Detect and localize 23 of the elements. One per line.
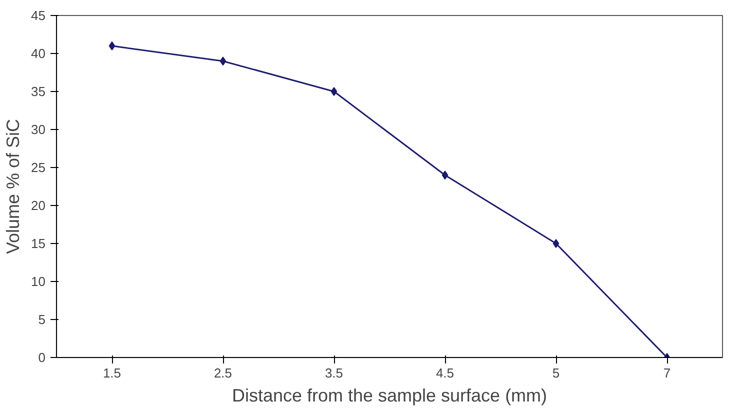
y-tick-label: 30 (31, 122, 46, 137)
point (442, 170, 448, 180)
y-tick-label: 25 (31, 160, 46, 175)
y-tick-label: 0 (38, 350, 46, 365)
x-axis-title: Distance from the sample surface (mm) (232, 386, 548, 406)
x-tick-label: 4.5 (436, 366, 454, 380)
y-tick-label: 5 (38, 312, 46, 327)
x-tick-label: 7 (663, 366, 671, 380)
y-tick-label: 15 (31, 236, 46, 251)
y-tick-label: 45 (31, 8, 46, 23)
x-tick-label: 5 (552, 366, 560, 380)
y-axis-title: Volume % of SiC (3, 118, 24, 254)
point (108, 41, 116, 50)
y-tick-label: 40 (31, 46, 46, 61)
y-tick-label: 35 (31, 84, 46, 99)
point (220, 56, 226, 66)
point (552, 239, 560, 248)
x-tick-label: 3.5 (324, 366, 344, 380)
x-tick-label: 2.5 (214, 366, 232, 380)
y-tick-label: 20 (31, 198, 46, 213)
x-tick-label: 1.5 (102, 366, 122, 380)
point (330, 87, 338, 96)
y-tick-label: 10 (31, 274, 46, 289)
